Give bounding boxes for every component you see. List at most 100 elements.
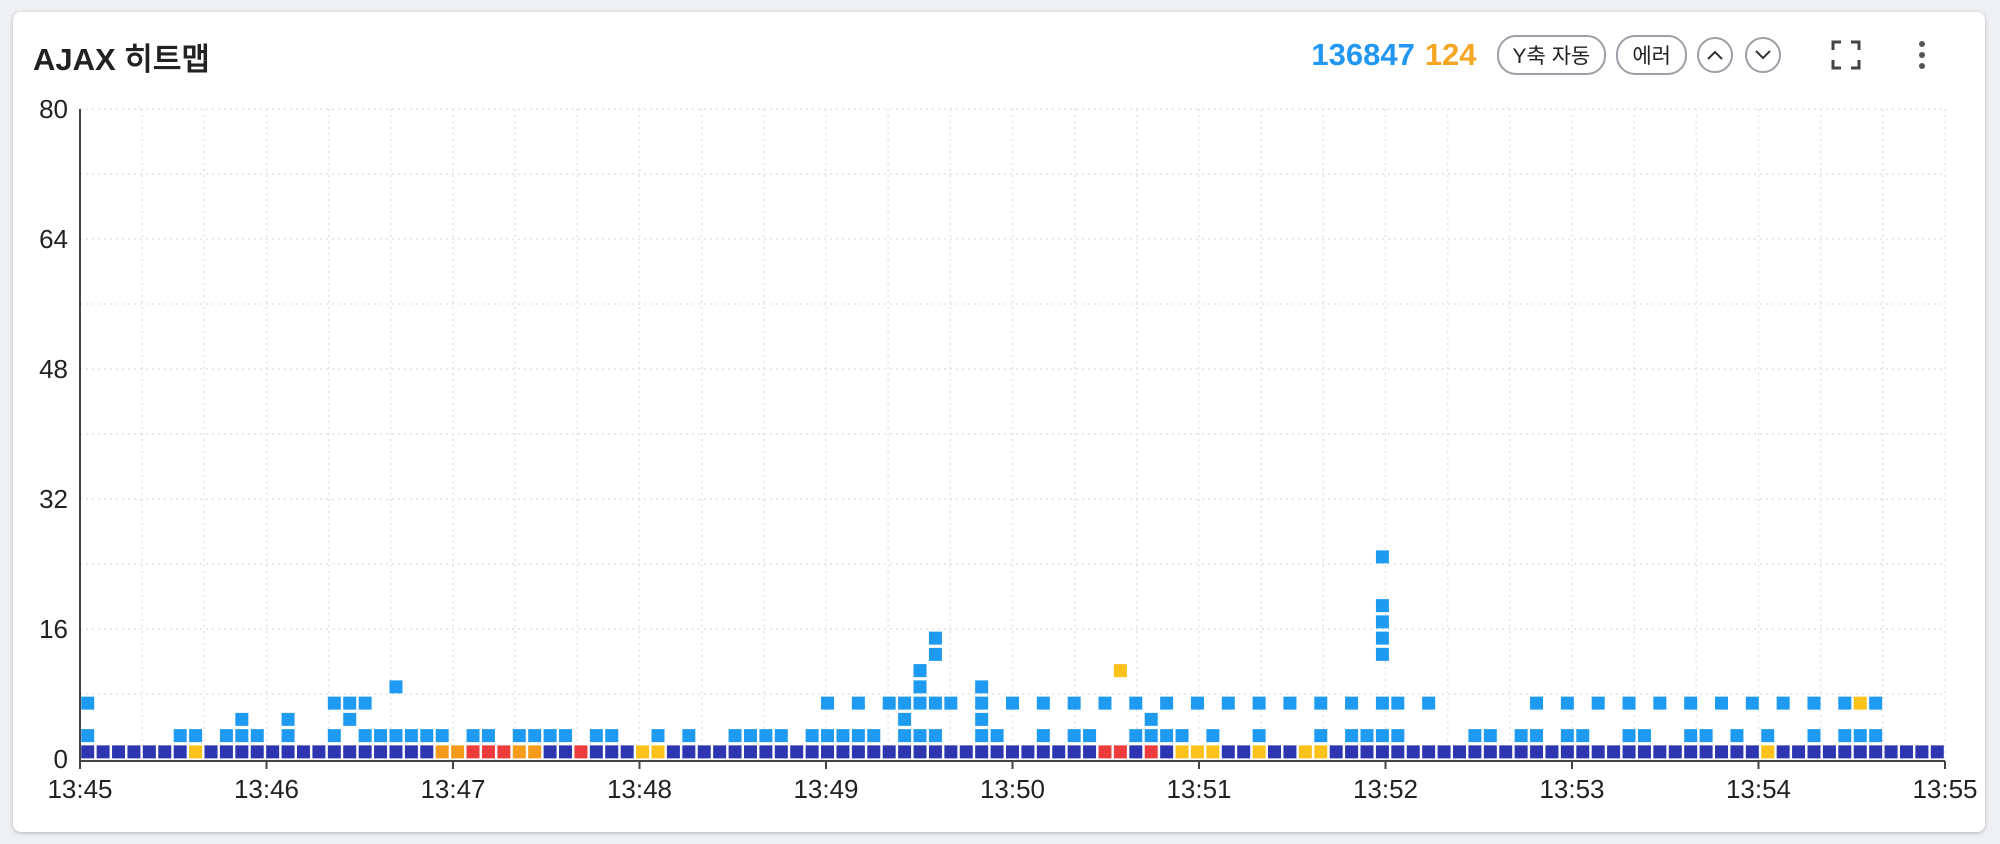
total-count[interactable]: 136847 <box>1311 37 1415 72</box>
heatmap-cell <box>1129 745 1143 759</box>
heatmap-cell <box>528 729 542 743</box>
heatmap-cell <box>1052 745 1066 759</box>
heatmap-cell <box>1144 745 1158 759</box>
heatmap-cell <box>420 745 434 759</box>
heatmap-cell <box>327 729 341 743</box>
heatmap-cell <box>1113 745 1127 759</box>
error-filter-button[interactable]: 에러 <box>1616 35 1687 75</box>
heatmap-cell <box>1283 696 1297 710</box>
y-tick-label: 64 <box>39 224 68 254</box>
heatmap-cell <box>543 729 557 743</box>
y-axis-auto-button[interactable]: Y축 자동 <box>1496 35 1607 75</box>
heatmap-cell <box>1283 745 1297 759</box>
heatmap-cell <box>1838 745 1852 759</box>
heatmap-cell <box>404 745 418 759</box>
x-tick-label: 13:47 <box>420 774 485 804</box>
heatmap-cell <box>1745 696 1759 710</box>
heatmap-cell <box>1375 647 1389 661</box>
heatmap-cell <box>1699 745 1713 759</box>
heatmap-cell <box>1715 745 1729 759</box>
heatmap-cell <box>1314 729 1328 743</box>
heatmap-cell <box>1129 696 1143 710</box>
heatmap-cell <box>1869 729 1883 743</box>
x-tick-label: 13:55 <box>1912 774 1977 804</box>
heatmap-cell <box>81 696 95 710</box>
chevron-down-icon[interactable] <box>1745 37 1781 73</box>
heatmap-cell <box>1684 729 1698 743</box>
heatmap-cell <box>1807 745 1821 759</box>
heatmap-cell <box>1083 745 1097 759</box>
heatmap-cell <box>466 729 480 743</box>
heatmap-cell <box>975 712 989 726</box>
heatmap-cell <box>1637 729 1651 743</box>
heatmap-cell <box>343 696 357 710</box>
heatmap-cell <box>1252 729 1266 743</box>
heatmap-cell <box>1653 696 1667 710</box>
heatmap-cell <box>697 745 711 759</box>
heatmap-cell <box>605 745 619 759</box>
heatmap-cell <box>1745 745 1759 759</box>
heatmap-cell <box>636 745 650 759</box>
heatmap-cell <box>250 745 264 759</box>
heatmap-cell <box>990 729 1004 743</box>
heatmap-cell <box>1098 745 1112 759</box>
chevron-up-icon[interactable] <box>1697 37 1733 73</box>
heatmap-cell <box>420 729 434 743</box>
heatmap-cell <box>913 680 927 694</box>
heatmap-cell <box>173 745 187 759</box>
heatmap-cell <box>1252 696 1266 710</box>
heatmap-cell <box>1375 615 1389 629</box>
heatmap-cell <box>451 745 465 759</box>
heatmap-cell <box>1591 696 1605 710</box>
heatmap-cell <box>1560 729 1574 743</box>
heatmap-cell <box>1530 696 1544 710</box>
heatmap-cell <box>281 729 295 743</box>
heatmap-cell <box>1591 745 1605 759</box>
heatmap-cell <box>1375 550 1389 564</box>
heatmap-cell <box>1422 745 1436 759</box>
heatmap-cell <box>821 745 835 759</box>
heatmap-cell <box>620 745 634 759</box>
heatmap-cell <box>759 745 773 759</box>
heatmap-cell <box>1807 696 1821 710</box>
heatmap-cell <box>1375 745 1389 759</box>
heatmap-cell <box>944 696 958 710</box>
y-tick-label: 0 <box>54 744 68 774</box>
heatmap-cell <box>1622 729 1636 743</box>
heatmap-cell <box>1391 745 1405 759</box>
heatmap-cell <box>1730 745 1744 759</box>
heatmap-cell <box>235 712 249 726</box>
heatmap-cell <box>173 729 187 743</box>
heatmap-cell <box>774 745 788 759</box>
more-vertical-icon[interactable] <box>1899 32 1945 78</box>
chart-title: AJAX 히트맵 <box>33 42 210 77</box>
heatmap-cell <box>96 745 110 759</box>
x-tick-label: 13:50 <box>980 774 1045 804</box>
heatmap-cell <box>1021 745 1035 759</box>
heatmap-cell <box>1391 696 1405 710</box>
heatmap-cell <box>1653 745 1667 759</box>
heatmap-cell <box>928 631 942 645</box>
heatmap-cell <box>204 745 218 759</box>
heatmap-cell <box>605 729 619 743</box>
heatmap-cell <box>1360 729 1374 743</box>
heatmap-cell <box>1206 745 1220 759</box>
heatmap-cell <box>1221 696 1235 710</box>
heatmap-cell <box>1113 664 1127 678</box>
heatmap-cell <box>1237 745 1251 759</box>
error-count[interactable]: 124 <box>1424 37 1477 72</box>
heatmap-cell <box>1560 745 1574 759</box>
heatmap-cell <box>1268 745 1282 759</box>
heatmap-cells <box>81 550 1944 759</box>
heatmap-cell <box>358 696 372 710</box>
fullscreen-icon[interactable] <box>1823 32 1869 78</box>
heatmap-cell <box>728 745 742 759</box>
heatmap-cell <box>1375 729 1389 743</box>
y-tick-label: 48 <box>39 354 68 384</box>
heatmap-cell <box>81 729 95 743</box>
heatmap-cell <box>898 745 912 759</box>
heatmap-cell <box>250 729 264 743</box>
heatmap-cell <box>1761 745 1775 759</box>
heatmap-cell <box>1699 729 1713 743</box>
